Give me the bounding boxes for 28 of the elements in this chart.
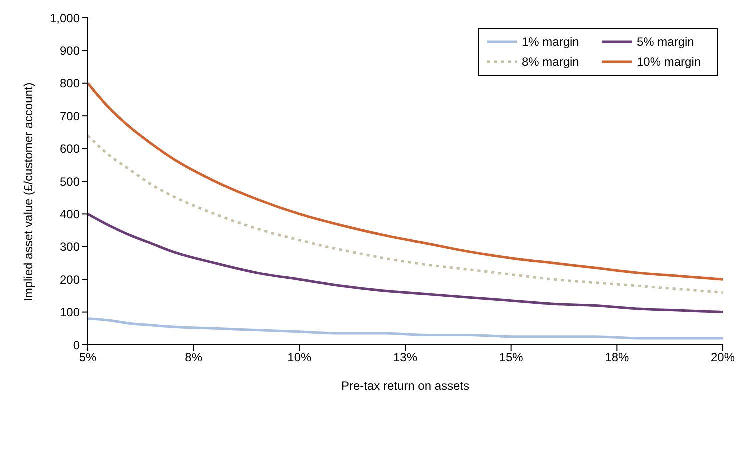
y-tick-label: 900 <box>60 44 80 58</box>
line-series <box>88 82 723 281</box>
y-tick-label: 500 <box>60 174 80 189</box>
x-tick-label: 5% <box>79 350 97 365</box>
legend-label: 8% margin <box>522 55 580 69</box>
x-tick-label: 15% <box>499 350 524 365</box>
x-axis-title: Pre-tax return on assets <box>341 379 470 393</box>
x-tick-label: 10% <box>288 350 312 365</box>
x-tick-label: 13% <box>393 350 418 365</box>
y-tick-label: 700 <box>60 109 80 124</box>
line-series <box>88 318 723 340</box>
line-series <box>88 134 723 294</box>
y-tick-label: 200 <box>60 272 80 287</box>
x-tick-label: 8% <box>185 350 203 365</box>
line-series <box>88 212 723 314</box>
y-tick-label: 0 <box>73 338 80 352</box>
y-axis-title: Implied asset value (£/customer account) <box>21 82 36 302</box>
y-tick-label: 600 <box>60 142 80 156</box>
y-tick-label: 1,000 <box>50 11 80 26</box>
legend-label: 1% margin <box>522 35 580 49</box>
x-tick-label: 20% <box>710 350 736 365</box>
y-tick-label: 800 <box>60 76 80 91</box>
legend-label: 5% margin <box>637 35 694 49</box>
x-tick-label: 18% <box>605 350 630 365</box>
y-tick-label: 300 <box>60 240 80 254</box>
y-tick-label: 400 <box>60 207 80 222</box>
legend-label: 10% margin <box>637 55 702 69</box>
y-tick-label: 100 <box>60 306 80 320</box>
